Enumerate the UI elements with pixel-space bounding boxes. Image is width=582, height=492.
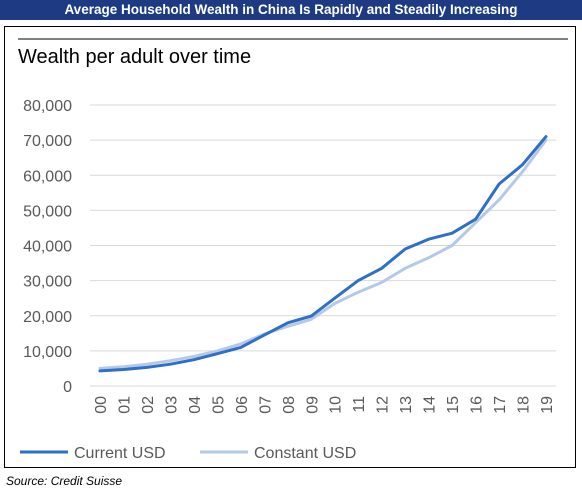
chart-title: Wealth per adult over time — [18, 46, 251, 68]
legend-label: Current USD — [74, 445, 166, 462]
gridlines — [90, 104, 556, 387]
y-tick-label: 40,000 — [23, 239, 72, 256]
x-tick-label: 15 — [445, 396, 462, 414]
series-line-constant-usd — [98, 138, 548, 370]
source-note: Source: Credit Suisse — [6, 474, 123, 488]
x-axis-ticks: 00 01 02 03 04 05 06 07 08 09 10 11 12 13 14 15 16 17 18 19 — [93, 396, 556, 414]
x-tick-label: 14 — [422, 396, 439, 414]
x-tick-label: 11 — [351, 396, 368, 413]
x-tick-label: 03 — [163, 396, 180, 414]
y-tick-label: 60,000 — [23, 168, 72, 185]
x-tick-label: 18 — [516, 396, 533, 414]
y-tick-label: 50,000 — [23, 203, 72, 220]
x-tick-label: 06 — [234, 396, 251, 414]
x-tick-label: 09 — [304, 396, 321, 414]
x-tick-label: 02 — [140, 396, 157, 414]
series-lines — [98, 135, 548, 373]
y-tick-label: 10,000 — [23, 344, 72, 361]
y-tick-label: 30,000 — [23, 274, 72, 291]
x-tick-label: 19 — [539, 396, 556, 414]
x-tick-label: 05 — [210, 396, 227, 414]
y-tick-label: 20,000 — [23, 309, 72, 326]
x-tick-label: 13 — [398, 396, 415, 414]
legend-label: Constant USD — [254, 445, 356, 462]
chart-banner-title: Average Household Wealth in China Is Rap… — [0, 0, 582, 20]
chart-frame — [4, 26, 576, 468]
y-tick-label: 70,000 — [23, 133, 72, 150]
x-tick-label: 17 — [492, 396, 509, 414]
x-tick-label: 07 — [257, 396, 274, 414]
x-tick-label: 01 — [116, 396, 133, 414]
series-line-current-usd — [98, 135, 548, 373]
x-tick-label: 08 — [281, 396, 298, 414]
x-tick-label: 10 — [328, 396, 345, 414]
y-axis-ticks: 0 10,000 20,000 30,000 40,000 50,000 60,000 70,… — [23, 98, 72, 396]
legend: Current USD Constant USD — [20, 445, 356, 462]
x-tick-label: 04 — [187, 396, 204, 414]
y-tick-label: 80,000 — [23, 98, 72, 115]
y-tick-label: 0 — [63, 379, 72, 396]
x-tick-label: 12 — [375, 396, 392, 414]
x-tick-label: 16 — [469, 396, 486, 414]
x-tick-label: 00 — [93, 396, 110, 414]
